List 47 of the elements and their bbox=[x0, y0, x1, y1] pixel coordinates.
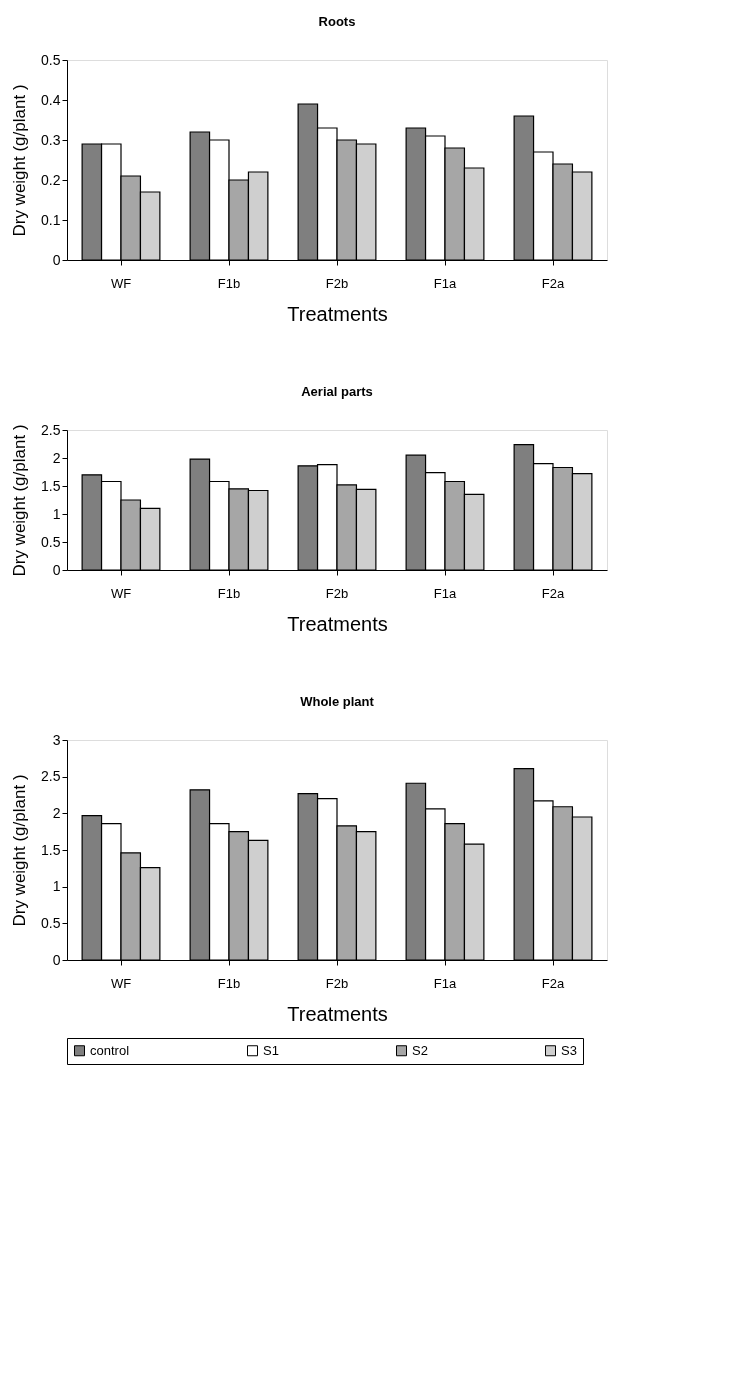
y-tick-label: 0.4 bbox=[41, 91, 61, 108]
x-tick-label: F2b bbox=[325, 975, 349, 991]
y-tick-label: 0 bbox=[52, 251, 61, 268]
legend-label: S2 bbox=[412, 1042, 428, 1058]
x-tick-label: WF bbox=[110, 275, 132, 291]
y-tick-label: 0 bbox=[52, 561, 61, 578]
legend-label: control bbox=[90, 1042, 130, 1058]
y-tick-label: 1.5 bbox=[41, 477, 61, 494]
y-tick-label: 0 bbox=[52, 951, 61, 968]
x-tick-label: WF bbox=[110, 975, 132, 991]
x-tick-label: F1b bbox=[217, 975, 241, 991]
x-tick-label: WF bbox=[110, 585, 132, 601]
y-tick-label: 1 bbox=[52, 878, 61, 895]
y-tick-label: 0.5 bbox=[41, 533, 61, 550]
y-axis-title: Dry weight (g/plant ) bbox=[10, 84, 30, 237]
chart-title: Whole plant bbox=[300, 694, 375, 709]
x-tick-label: F1b bbox=[217, 585, 241, 601]
y-tick-label: 0.5 bbox=[41, 914, 61, 931]
y-tick-label: 0.2 bbox=[41, 171, 61, 188]
chart-title: Roots bbox=[318, 14, 356, 29]
x-axis-title: Treatments bbox=[287, 612, 388, 635]
y-tick-label: 0.3 bbox=[41, 131, 61, 148]
y-axis-title: Dry weight (g/plant ) bbox=[10, 424, 30, 577]
x-tick-label: F2a bbox=[541, 975, 565, 991]
x-axis-title: Treatments bbox=[287, 1002, 388, 1025]
y-tick-label: 0.1 bbox=[41, 211, 61, 228]
x-tick-label: F1b bbox=[217, 275, 241, 291]
x-tick-label: F2b bbox=[325, 275, 349, 291]
y-axis-title: Dry weight (g/plant ) bbox=[10, 774, 30, 927]
x-tick-label: F2b bbox=[325, 585, 349, 601]
x-tick-label: F1a bbox=[433, 585, 457, 601]
chart-title: Aerial parts bbox=[301, 384, 373, 399]
y-tick-label: 0.5 bbox=[41, 51, 61, 68]
x-axis-title: Treatments bbox=[287, 302, 388, 325]
y-tick-label: 1.5 bbox=[41, 841, 61, 858]
y-tick-label: 1 bbox=[52, 505, 61, 522]
y-tick-label: 2 bbox=[52, 804, 61, 821]
y-tick-label: 2.5 bbox=[41, 768, 61, 785]
y-tick-label: 2 bbox=[52, 449, 61, 466]
x-tick-label: F1a bbox=[433, 275, 457, 291]
x-tick-label: F1a bbox=[433, 975, 457, 991]
legend-label: S3 bbox=[561, 1042, 577, 1058]
y-tick-label: 2.5 bbox=[41, 421, 61, 438]
x-tick-label: F2a bbox=[541, 275, 565, 291]
legend-label: S1 bbox=[263, 1042, 279, 1058]
x-tick-label: F2a bbox=[541, 585, 565, 601]
y-tick-label: 3 bbox=[52, 731, 61, 748]
